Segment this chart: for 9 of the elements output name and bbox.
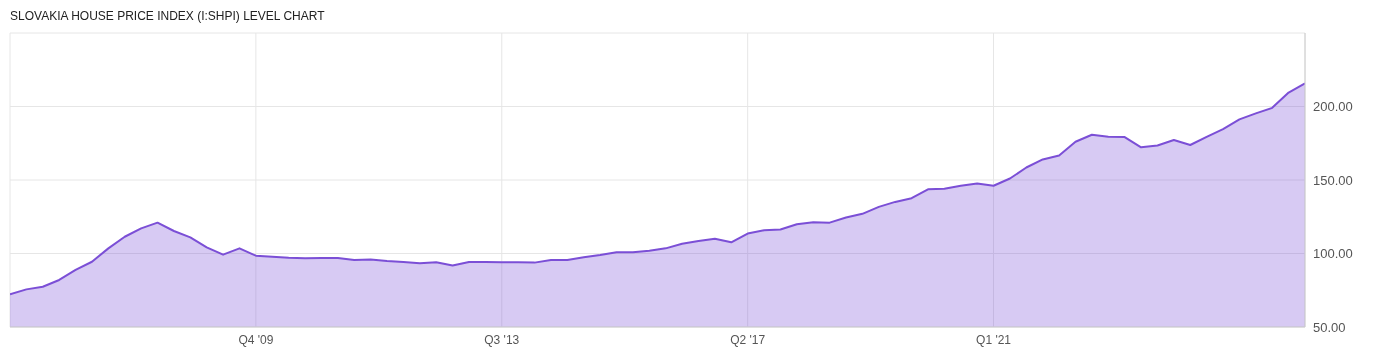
y-tick-label: 200.00 bbox=[1313, 99, 1353, 115]
y-tick-label: 50.00 bbox=[1313, 319, 1346, 335]
x-tick-label: Q4 '09 bbox=[238, 332, 274, 347]
x-tick-label: Q3 '13 bbox=[484, 332, 520, 347]
y-tick-label: 150.00 bbox=[1313, 172, 1353, 188]
chart-title: SLOVAKIA HOUSE PRICE INDEX (I:SHPI) LEVEL CHART bbox=[10, 9, 325, 23]
x-tick-label: Q2 '17 bbox=[730, 332, 766, 347]
y-tick-label: 100.00 bbox=[1313, 246, 1353, 262]
x-tick-label: Q1 '21 bbox=[976, 332, 1012, 347]
